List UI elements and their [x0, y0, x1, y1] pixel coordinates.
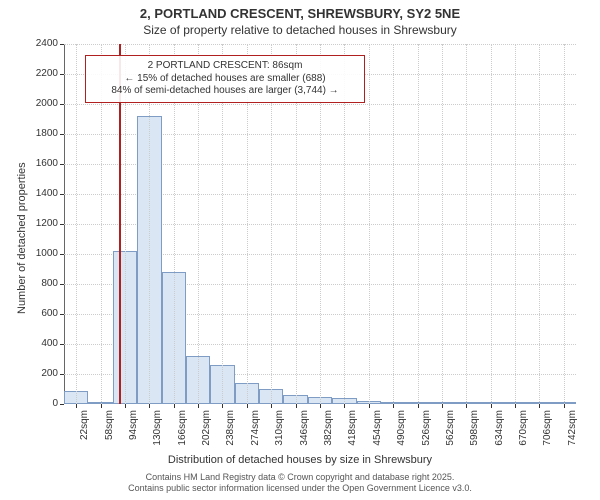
- x-tick-label: 166sqm: [177, 410, 188, 450]
- x-tick-label: 382sqm: [323, 410, 334, 450]
- x-tick-mark: [222, 404, 223, 408]
- x-tick-mark: [320, 404, 321, 408]
- x-tick-label: 634sqm: [494, 410, 505, 450]
- x-tick-label: 238sqm: [225, 410, 236, 450]
- y-tick-mark: [60, 284, 64, 285]
- x-tick-mark: [564, 404, 565, 408]
- chart-title-line2: Size of property relative to detached ho…: [0, 23, 600, 37]
- annotation-line2: ← 15% of detached houses are smaller (68…: [92, 73, 358, 86]
- x-tick-label: 670sqm: [518, 410, 529, 450]
- x-tick-mark: [174, 404, 175, 408]
- x-tick-label: 22sqm: [79, 410, 90, 450]
- x-tick-label: 418sqm: [347, 410, 358, 450]
- x-tick-mark: [247, 404, 248, 408]
- x-tick-mark: [491, 404, 492, 408]
- x-tick-mark: [539, 404, 540, 408]
- x-tick-mark: [369, 404, 370, 408]
- y-tick-label: 1200: [36, 218, 58, 229]
- y-tick-mark: [60, 134, 64, 135]
- y-tick-label: 600: [41, 308, 58, 319]
- y-tick-mark: [60, 164, 64, 165]
- x-tick-label: 202sqm: [201, 410, 212, 450]
- annotation-line3: 84% of semi-detached houses are larger (…: [92, 85, 358, 98]
- x-tick-mark: [344, 404, 345, 408]
- x-tick-mark: [76, 404, 77, 408]
- y-tick-mark: [60, 374, 64, 375]
- x-tick-label: 562sqm: [445, 410, 456, 450]
- y-tick-label: 800: [41, 278, 58, 289]
- x-gridline: [76, 44, 77, 404]
- x-tick-mark: [515, 404, 516, 408]
- y-axis-label: Number of detached properties: [16, 162, 28, 314]
- x-tick-mark: [149, 404, 150, 408]
- y-tick-mark: [60, 194, 64, 195]
- x-gridline: [564, 44, 565, 404]
- chart-footer: Contains HM Land Registry data © Crown c…: [0, 472, 600, 494]
- y-tick-label: 1000: [36, 248, 58, 259]
- y-tick-label: 2000: [36, 98, 58, 109]
- x-tick-mark: [466, 404, 467, 408]
- y-tick-label: 2200: [36, 68, 58, 79]
- x-tick-mark: [418, 404, 419, 408]
- footer-line1: Contains HM Land Registry data © Crown c…: [146, 472, 455, 482]
- chart-title-line1: 2, PORTLAND CRESCENT, SHREWSBURY, SY2 5N…: [0, 6, 600, 21]
- x-gridline: [515, 44, 516, 404]
- y-tick-mark: [60, 314, 64, 315]
- y-tick-label: 0: [52, 398, 58, 409]
- y-tick-mark: [60, 74, 64, 75]
- histogram-chart: 2, PORTLAND CRESCENT, SHREWSBURY, SY2 5N…: [0, 0, 600, 500]
- x-tick-label: 526sqm: [421, 410, 432, 450]
- x-gridline: [442, 44, 443, 404]
- x-gridline: [369, 44, 370, 404]
- y-tick-label: 1400: [36, 188, 58, 199]
- annotation-line1: 2 PORTLAND CRESCENT: 86sqm: [92, 60, 358, 73]
- x-tick-mark: [198, 404, 199, 408]
- y-tick-mark: [60, 254, 64, 255]
- y-tick-mark: [60, 404, 64, 405]
- x-tick-label: 706sqm: [542, 410, 553, 450]
- x-gridline: [418, 44, 419, 404]
- y-tick-mark: [60, 104, 64, 105]
- x-gridline: [539, 44, 540, 404]
- x-tick-label: 310sqm: [274, 410, 285, 450]
- x-tick-label: 94sqm: [128, 410, 139, 450]
- y-tick-label: 1800: [36, 128, 58, 139]
- x-tick-label: 130sqm: [152, 410, 163, 450]
- x-tick-mark: [271, 404, 272, 408]
- x-tick-label: 274sqm: [250, 410, 261, 450]
- y-tick-mark: [60, 224, 64, 225]
- y-tick-label: 2400: [36, 38, 58, 49]
- annotation-box: 2 PORTLAND CRESCENT: 86sqm← 15% of detac…: [85, 55, 365, 103]
- x-gridline: [491, 44, 492, 404]
- x-tick-label: 742sqm: [567, 410, 578, 450]
- x-tick-mark: [296, 404, 297, 408]
- y-tick-label: 400: [41, 338, 58, 349]
- x-tick-label: 346sqm: [299, 410, 310, 450]
- footer-line2: Contains public sector information licen…: [128, 483, 472, 493]
- x-gridline: [393, 44, 394, 404]
- x-tick-mark: [101, 404, 102, 408]
- y-tick-mark: [60, 344, 64, 345]
- x-tick-label: 58sqm: [104, 410, 115, 450]
- x-tick-mark: [442, 404, 443, 408]
- y-tick-mark: [60, 44, 64, 45]
- x-tick-label: 598sqm: [469, 410, 480, 450]
- y-tick-label: 200: [41, 368, 58, 379]
- x-tick-label: 454sqm: [372, 410, 383, 450]
- x-gridline: [466, 44, 467, 404]
- x-axis-label: Distribution of detached houses by size …: [0, 454, 600, 466]
- x-tick-label: 490sqm: [396, 410, 407, 450]
- y-tick-label: 1600: [36, 158, 58, 169]
- x-tick-mark: [393, 404, 394, 408]
- x-tick-mark: [125, 404, 126, 408]
